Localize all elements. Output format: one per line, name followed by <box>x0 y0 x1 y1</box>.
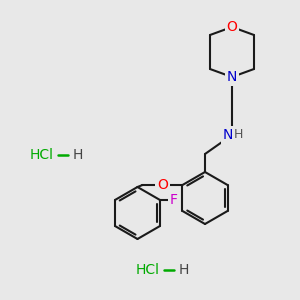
Text: N: N <box>223 128 233 142</box>
Text: HCl: HCl <box>30 148 54 162</box>
Text: H: H <box>233 128 243 142</box>
Text: F: F <box>170 193 178 207</box>
Text: HCl: HCl <box>136 263 160 277</box>
Text: O: O <box>157 178 168 192</box>
Text: H: H <box>179 263 189 277</box>
Text: H: H <box>73 148 83 162</box>
Text: O: O <box>226 20 237 34</box>
Text: N: N <box>227 70 237 84</box>
